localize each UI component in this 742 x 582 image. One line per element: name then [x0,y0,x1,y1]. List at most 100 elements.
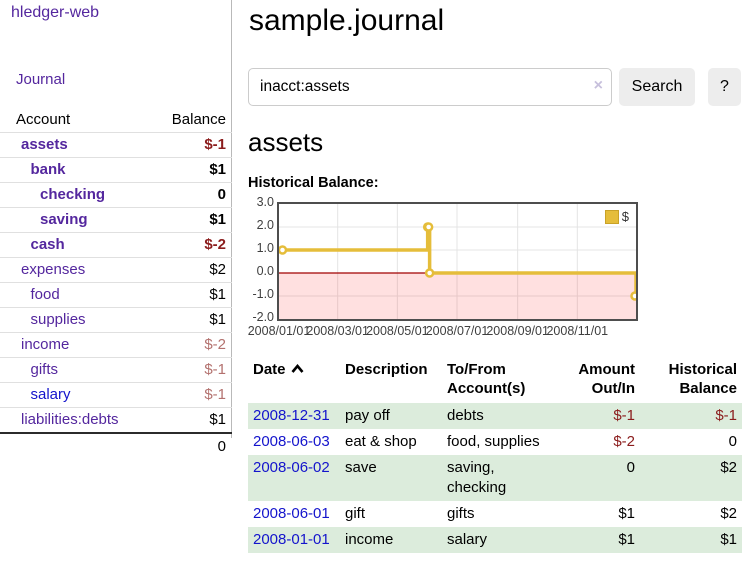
transaction-amount: 0 [626,459,635,476]
accounts-total: 0 [0,432,232,459]
y-axis-tick-label: 2.0 [256,218,274,232]
legend-label: $ [621,209,629,224]
account-row: saving $1 [0,207,232,232]
account-balance: $-1 [204,136,226,153]
transaction-accounts: gifts [447,505,475,522]
account-row: expenses $2 [0,257,232,282]
search-form: × Search ? [248,68,742,106]
y-axis-tick-label: 3.0 [256,195,274,209]
transaction-date-link[interactable]: 2008-12-31 [253,407,330,424]
transaction-date-link[interactable]: 2008-06-02 [253,459,330,476]
transaction-accounts: salary [447,531,488,548]
tofrom-column-header: To/From Account(s) [447,361,526,397]
sort-ascending-icon [291,360,304,379]
transaction-accounts: saving, checking [447,459,507,496]
transaction-balance: $-1 [715,407,737,424]
account-row: checking 0 [0,182,232,207]
transaction-date-link[interactable]: 2008-01-01 [253,531,330,548]
y-axis-tick-label: 1.0 [256,241,274,255]
account-row: liabilities:debts $1 [0,407,232,432]
account-link-gifts[interactable]: gifts [30,361,59,378]
transaction-description: eat & shop [345,433,417,450]
account-row: assets $-1 [0,132,232,157]
balance-column-header-main: Historical Balance [668,361,737,397]
date-column-header[interactable]: Date [248,357,345,403]
sidebar-item-journal[interactable]: Journal [16,71,66,88]
y-axis-tick-label: -2.0 [252,310,274,324]
account-link-liabilities-debts[interactable]: liabilities:debts [21,411,119,428]
account-link-salary[interactable]: salary [30,386,71,403]
x-axis-tick-label: 2008/07/01 [425,324,489,338]
chart-legend: $ [602,208,631,225]
transaction-date-link[interactable]: 2008-06-01 [253,505,330,522]
main-content: sample.journal × Search ? assets Histori… [233,0,742,582]
account-link-income[interactable]: income [21,336,70,353]
transaction-balance: $1 [720,531,737,548]
account-row: supplies $1 [0,307,232,332]
account-row: cash $-2 [0,232,232,257]
register-row: 2008-12-31 pay off debts $-1 $-1 [248,403,742,429]
transaction-description: save [345,459,377,476]
transaction-amount: $1 [618,531,635,548]
x-axis-tick-label: 2008/05/01 [366,324,429,338]
transaction-description: income [345,531,394,548]
account-row: salary $-1 [0,382,232,407]
transaction-amount: $-1 [613,407,635,424]
account-column-header: Account [16,111,71,128]
clear-search-icon[interactable]: × [593,77,603,94]
balance-column-header: Balance [171,111,226,128]
account-balance: $2 [209,261,226,278]
account-balance: 0 [217,186,226,203]
account-link-assets[interactable]: assets [21,136,68,153]
transaction-date-link[interactable]: 2008-06-03 [253,433,330,450]
account-balance: $1 [209,286,226,303]
legend-swatch [604,209,619,224]
register-row: 2008-01-01 income salary $1 $1 [248,527,742,553]
account-link-expenses[interactable]: expenses [21,261,86,278]
account-balance: $-1 [204,361,226,378]
x-axis-tick-label: 2008/03/01 [306,324,369,338]
amount-column-header: Amount Out/In [578,361,635,397]
account-heading: assets [248,127,324,157]
account-link-supplies[interactable]: supplies [30,311,86,328]
account-link-checking[interactable]: checking [40,186,106,203]
transaction-amount: $-2 [613,433,635,450]
register-row: 2008-06-01 gift gifts $1 $2 [248,501,742,527]
search-input[interactable] [248,68,612,106]
x-axis-tick-label: 2008/09/01 [486,324,549,338]
transaction-amount: $1 [618,505,635,522]
account-link-saving[interactable]: saving [40,211,88,228]
chart-plot-area: $ [277,202,638,321]
account-balance: $1 [209,211,226,228]
x-axis-tick-label: 2008/01/01 [247,324,311,338]
account-balance: $-2 [204,336,226,353]
register-row: 2008-06-03 eat & shop food, supplies $-2 0 [248,429,742,455]
transaction-description: gift [345,505,366,522]
y-axis-tick-label: -1.0 [252,287,274,301]
account-row: gifts $-1 [0,357,232,382]
account-balance: $1 [209,161,226,178]
accounts-table: Account Balance assets $-1 bank $1 checking 0… [0,107,232,459]
account-link-bank[interactable]: bank [30,161,66,178]
account-balance: $1 [209,411,226,428]
search-button[interactable]: Search [619,68,695,106]
transaction-balance: 0 [728,433,737,450]
description-column-header: Description [345,361,428,378]
register-row: 2008-06-02 save saving, checking 0 $2 [248,455,742,501]
register-header-row: Date Description To/From Account(s) Amou… [248,357,742,403]
account-row: income $-2 [0,332,232,357]
y-axis-tick-label: 0.0 [256,264,274,278]
transaction-accounts: debts [447,407,484,424]
transaction-balance: $2 [720,459,737,476]
register-table: Date Description To/From Account(s) Amou… [248,357,742,553]
account-link-food[interactable]: food [30,286,60,303]
accounts-table-header: Account Balance [0,107,232,132]
transaction-balance: $2 [720,505,737,522]
account-balance: $1 [209,311,226,328]
x-axis-tick-label: 2008/11/01 [546,324,609,338]
app-title-link[interactable]: hledger-web [11,4,100,21]
account-row: food $1 [0,282,232,307]
balance-chart: $ 3.0 2.0 1.0 0.0 -1.0 -2.0 2008/01/01 2008/03/… [248,195,742,341]
help-button[interactable]: ? [708,68,741,106]
account-link-cash[interactable]: cash [30,236,65,253]
